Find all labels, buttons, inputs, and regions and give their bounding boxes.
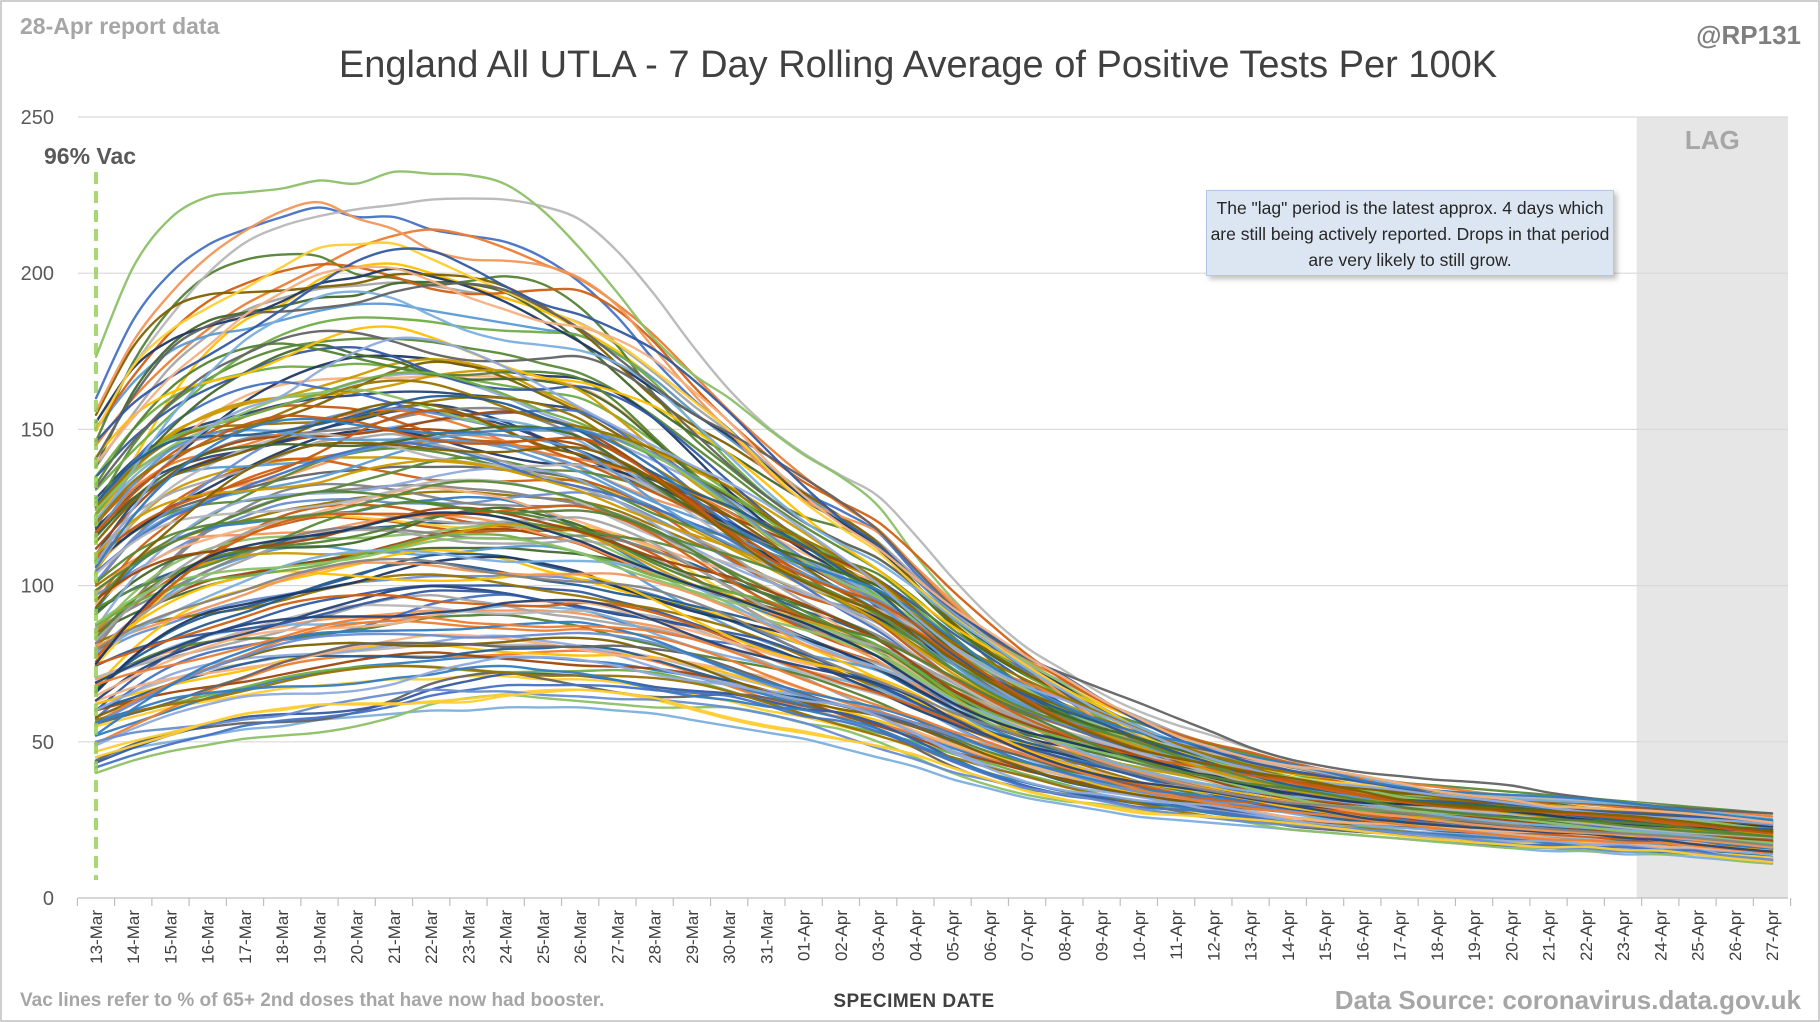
lag-annotation-text: The "lag" period is the latest approx. 4…: [1210, 198, 1610, 270]
x-tick-label: 31-Mar: [757, 910, 776, 964]
x-tick-label: 17-Apr: [1391, 910, 1410, 961]
x-tick-label: 27-Apr: [1763, 910, 1782, 961]
x-tick-label: 29-Mar: [683, 910, 702, 964]
data-source: Data Source: coronavirus.data.gov.uk: [1335, 985, 1802, 1015]
series-line: [94, 336, 1774, 825]
x-axis-label: SPECIMEN DATE: [833, 991, 994, 1012]
x-tick-label: 24-Mar: [497, 910, 516, 964]
y-axis-ticks: 0 50 100 150 200 250: [21, 107, 54, 910]
series-line: [94, 557, 1774, 847]
y-tick-label: 150: [21, 419, 54, 441]
x-tick-label: 02-Apr: [832, 910, 851, 961]
x-tick-label: 21-Mar: [385, 910, 404, 964]
y-tick-label: 100: [21, 576, 54, 598]
x-tick-label: 30-Mar: [720, 910, 739, 964]
footer-vac-note: Vac lines refer to % of 65+ 2nd doses th…: [20, 990, 604, 1011]
x-tick-label: 26-Apr: [1726, 910, 1745, 961]
lag-region: LAG: [1636, 117, 1788, 898]
x-tick-label: 15-Apr: [1316, 910, 1335, 961]
x-tick-label: 11-Apr: [1167, 910, 1186, 960]
series-line: [94, 664, 1774, 861]
x-tick-label: 09-Apr: [1093, 910, 1112, 961]
lag-region-shade: [1636, 117, 1788, 898]
x-tick-label: 12-Apr: [1204, 910, 1223, 961]
chart-title: England All UTLA - 7 Day Rolling Average…: [339, 44, 1497, 86]
series-line: [94, 265, 1774, 824]
y-tick-label: 50: [32, 732, 54, 754]
series-line: [94, 655, 1774, 861]
x-tick-label: 18-Apr: [1428, 910, 1447, 961]
x-tick-label: 17-Mar: [236, 910, 255, 964]
y-tick-label: 0: [43, 888, 54, 910]
x-tick-label: 16-Apr: [1353, 910, 1372, 961]
x-tick-label: 22-Apr: [1577, 910, 1596, 961]
x-tick-label: 08-Apr: [1055, 910, 1074, 961]
x-tick-label: 23-Apr: [1614, 910, 1633, 961]
y-tick-label: 250: [21, 107, 54, 129]
x-tick-label: 14-Apr: [1279, 910, 1298, 961]
x-tick-label: 20-Mar: [348, 910, 367, 964]
x-tick-label: 28-Mar: [646, 910, 665, 964]
x-tick-label: 26-Mar: [571, 910, 590, 964]
series-lines: [94, 170, 1774, 865]
series-line: [94, 282, 1774, 815]
y-tick-label: 200: [21, 263, 54, 285]
x-tick-label: 23-Mar: [459, 910, 478, 964]
x-tick-label: 01-Apr: [795, 910, 814, 961]
x-tick-label: 15-Mar: [161, 910, 180, 964]
x-tick-label: 21-Apr: [1540, 910, 1559, 961]
vac-marker-label: 96% Vac: [44, 143, 136, 169]
vac-marker: 96% Vac: [44, 143, 136, 880]
x-tick-label: 22-Mar: [422, 910, 441, 964]
x-tick-label: 19-Apr: [1465, 910, 1484, 961]
x-tick-label: 04-Apr: [906, 910, 925, 961]
x-tick-label: 24-Apr: [1651, 910, 1670, 961]
x-tick-label: 03-Apr: [869, 910, 888, 961]
author-handle: @RP131: [1696, 20, 1801, 50]
x-tick-label: 27-Mar: [608, 910, 627, 964]
x-tick-label: 18-Mar: [273, 910, 292, 964]
x-tick-label: 07-Apr: [1018, 910, 1037, 961]
x-tick-label: 05-Apr: [944, 910, 963, 961]
x-tick-label: 20-Apr: [1502, 910, 1521, 961]
series-line: [94, 615, 1774, 855]
series-line: [94, 441, 1774, 833]
x-tick-label: 19-Mar: [310, 910, 329, 964]
series-line: [94, 688, 1774, 864]
series-line: [94, 688, 1774, 862]
x-tick-label: 13-Apr: [1242, 910, 1261, 961]
x-axis: [76, 897, 1792, 906]
series-line: [94, 598, 1774, 853]
x-tick-label: 13-Mar: [87, 910, 106, 964]
series-line: [94, 489, 1774, 838]
x-tick-label: 14-Mar: [124, 910, 143, 964]
report-label: 28-Apr report data: [20, 13, 220, 39]
x-tick-label: 25-Mar: [534, 910, 553, 964]
x-tick-label: 16-Mar: [199, 910, 218, 964]
lag-label: LAG: [1685, 125, 1740, 155]
x-tick-label: 25-Apr: [1689, 910, 1708, 961]
x-axis-ticks: 13-Mar 14-Mar 15-Mar 16-Mar 17-Mar 18-Mar 19-M…: [87, 910, 1782, 964]
lag-annotation-box: The "lag" period is the latest approx. 4…: [1206, 190, 1614, 276]
x-tick-label: 06-Apr: [981, 910, 1000, 961]
x-tick-label: 10-Apr: [1130, 910, 1149, 961]
